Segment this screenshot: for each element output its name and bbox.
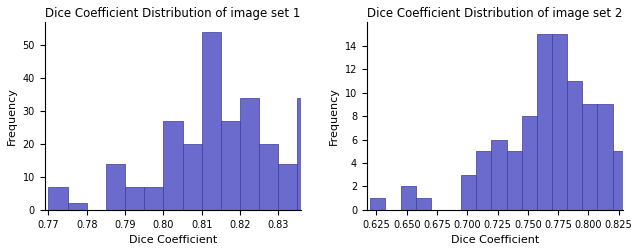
Bar <box>278 164 298 210</box>
Bar <box>393 164 412 210</box>
Bar <box>597 104 612 210</box>
Title: Dice Coefficient Distribution of image set 1: Dice Coefficient Distribution of image s… <box>45 7 301 20</box>
Bar <box>507 151 522 210</box>
Bar <box>355 167 374 210</box>
Bar <box>552 34 567 210</box>
Bar <box>522 116 537 210</box>
Bar <box>163 121 182 210</box>
Bar <box>461 175 476 210</box>
Bar <box>144 187 163 210</box>
Title: Dice Coefficient Distribution of image set 2: Dice Coefficient Distribution of image s… <box>367 7 623 20</box>
Bar <box>628 198 640 210</box>
Bar <box>221 121 240 210</box>
Bar <box>567 81 582 210</box>
Bar <box>374 167 393 210</box>
Bar <box>125 187 144 210</box>
Bar <box>317 121 336 210</box>
Bar <box>537 34 552 210</box>
Bar <box>582 104 597 210</box>
Bar <box>371 198 385 210</box>
Bar <box>259 144 278 210</box>
Bar <box>202 32 221 210</box>
Bar <box>68 203 87 210</box>
X-axis label: Dice Coefficient: Dice Coefficient <box>129 235 217 245</box>
Bar <box>612 151 628 210</box>
Bar <box>476 151 492 210</box>
Bar <box>106 164 125 210</box>
X-axis label: Dice Coefficient: Dice Coefficient <box>451 235 540 245</box>
Bar <box>336 164 355 210</box>
Bar <box>182 144 202 210</box>
Bar <box>492 140 507 210</box>
Bar <box>240 98 259 210</box>
Y-axis label: Frequency: Frequency <box>329 87 339 145</box>
Bar <box>298 98 317 210</box>
Bar <box>401 186 416 210</box>
Bar <box>49 187 68 210</box>
Y-axis label: Frequency: Frequency <box>7 87 17 145</box>
Bar <box>416 198 431 210</box>
